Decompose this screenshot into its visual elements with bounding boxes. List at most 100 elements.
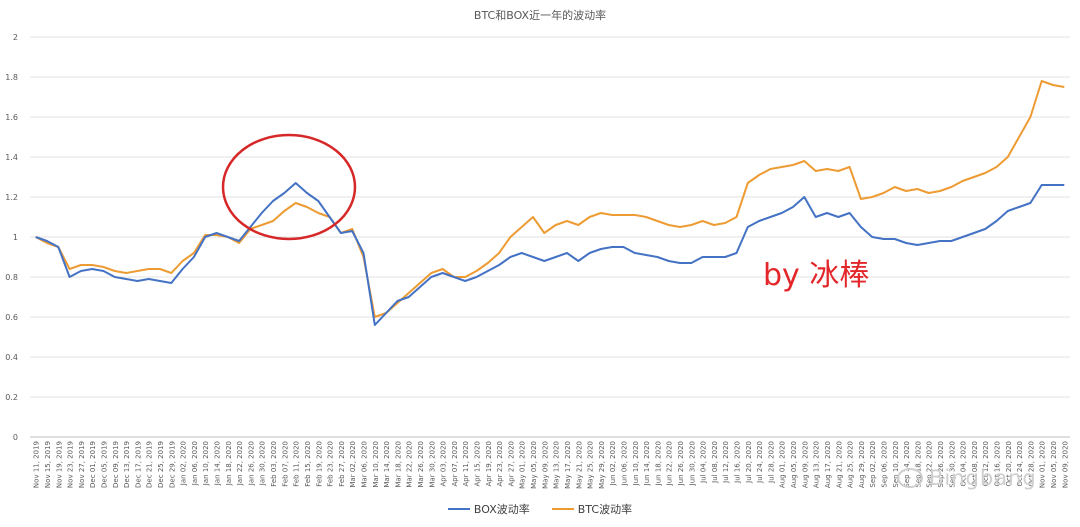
x-tick-label: Jan 26, 2020 (247, 441, 255, 486)
x-tick-label: Sep 18, 2020 (914, 441, 922, 488)
x-tick-label: Nov 15, 2019 (44, 441, 52, 488)
x-tick-label: Feb 03, 2020 (270, 441, 278, 487)
y-tick-label: 0.2 (5, 393, 18, 402)
x-tick-label: Aug 29, 2020 (858, 441, 866, 488)
y-tick-label: 0.8 (5, 273, 18, 282)
x-tick-label: Jan 30, 2020 (259, 441, 267, 486)
x-tick-label: Jul 08, 2020 (711, 441, 719, 484)
x-tick-label: Nov 09, 2020 (1061, 441, 1069, 488)
x-tick-label: Oct 12, 2020 (982, 441, 990, 487)
x-tick-label: May 01, 2020 (519, 441, 527, 489)
legend-swatch-box (447, 508, 470, 510)
x-tick-label: Feb 27, 2020 (338, 441, 346, 487)
x-tick-label: Jan 10, 2020 (202, 441, 210, 486)
x-tick-label: Sep 22, 2020 (926, 441, 934, 488)
x-tick-label: Aug 01, 2020 (779, 441, 787, 488)
x-tick-label: Oct 24, 2020 (1016, 441, 1024, 487)
x-tick-label: Feb 11, 2020 (293, 441, 301, 487)
x-tick-label: Apr 19, 2020 (485, 441, 493, 487)
y-tick-label: 0.4 (5, 353, 18, 362)
x-tick-label: Aug 21, 2020 (835, 441, 843, 488)
x-tick-label: Jul 28, 2020 (767, 441, 775, 484)
y-tick-label: 1.2 (5, 193, 18, 202)
x-tick-label: Mar 10, 2020 (372, 441, 380, 488)
x-tick-label: Dec 25, 2019 (157, 441, 165, 488)
x-tick-label: May 13, 2020 (553, 441, 561, 489)
legend-label-box: BOX波动率 (473, 503, 530, 516)
x-tick-label: Jul 24, 2020 (756, 441, 764, 484)
y-tick-label: 2 (13, 33, 18, 42)
y-tick-label: 1.6 (5, 113, 18, 122)
x-tick-label: Feb 07, 2020 (281, 441, 289, 487)
x-tick-label: Sep 14, 2020 (903, 441, 911, 488)
y-axis-ticks: 0 0.2 0.4 0.6 0.8 1 1.2 1.4 1.6 1.8 2 (5, 33, 18, 442)
x-tick-label: May 05, 2020 (530, 441, 538, 489)
x-tick-label: Mar 18, 2020 (394, 441, 402, 488)
x-tick-label: Jun 18, 2020 (654, 441, 662, 486)
x-tick-label: Jun 30, 2020 (688, 441, 696, 486)
x-tick-label: Apr 15, 2020 (474, 441, 482, 487)
author-annotation: by 冰棒 (763, 258, 870, 293)
x-tick-label: Jul 20, 2020 (745, 441, 753, 484)
x-tick-label: Jun 14, 2020 (643, 441, 651, 486)
x-tick-label: Mar 22, 2020 (406, 441, 414, 488)
x-tick-label: Aug 13, 2020 (813, 441, 821, 488)
x-tick-label: Nov 05, 2020 (1050, 441, 1058, 488)
x-tick-label: Mar 06, 2020 (360, 441, 368, 488)
x-tick-label: May 25, 2020 (587, 441, 595, 489)
y-tick-label: 1.8 (5, 73, 18, 82)
y-tick-label: 0 (13, 433, 18, 442)
x-tick-label: Dec 13, 2019 (123, 441, 131, 488)
x-tick-label: Jan 02, 2020 (180, 441, 188, 486)
x-tick-label: Jun 02, 2020 (609, 441, 617, 486)
x-tick-label: Jul 16, 2020 (734, 441, 742, 484)
x-tick-label: Dec 17, 2019 (134, 441, 142, 488)
series-line (35, 80, 1065, 318)
x-tick-label: Mar 02, 2020 (349, 441, 357, 488)
x-tick-label: Oct 28, 2020 (1027, 441, 1035, 487)
x-tick-label: Mar 26, 2020 (417, 441, 425, 488)
legend-item-box: BOX波动率 (447, 501, 530, 517)
highlight-circle (221, 133, 357, 241)
x-tick-label: Aug 25, 2020 (847, 441, 855, 488)
x-tick-label: Jun 26, 2020 (677, 441, 685, 486)
x-tick-label: May 21, 2020 (575, 441, 583, 489)
x-tick-label: Jun 06, 2020 (620, 441, 628, 486)
x-tick-label: May 09, 2020 (541, 441, 549, 489)
grid-lines (30, 36, 1070, 438)
x-tick-label: Oct 20, 2020 (1005, 441, 1013, 487)
x-tick-label: Nov 23, 2019 (67, 441, 75, 488)
series-line (35, 182, 1065, 326)
x-axis-ticks: Nov 11, 2019 Nov 15, 2019 Nov 19, 2019 Nov … (33, 441, 1070, 489)
x-tick-label: Jan 14, 2020 (214, 441, 222, 486)
x-tick-label: Nov 01, 2020 (1039, 441, 1047, 488)
x-tick-label: Sep 06, 2020 (880, 441, 888, 488)
x-tick-label: Feb 23, 2020 (327, 441, 335, 487)
x-tick-label: Apr 23, 2020 (496, 441, 504, 487)
x-tick-label: Mar 30, 2020 (428, 441, 436, 488)
y-tick-label: 1 (13, 233, 18, 242)
x-tick-label: Sep 26, 2020 (937, 441, 945, 488)
legend-label-btc: BTC波动率 (577, 503, 633, 516)
x-tick-label: Jul 04, 2020 (700, 441, 708, 484)
x-tick-label: May 29, 2020 (598, 441, 606, 489)
x-tick-label: Mar 14, 2020 (383, 441, 391, 488)
x-tick-label: Apr 27, 2020 (507, 441, 515, 487)
x-tick-label: Jan 18, 2020 (225, 441, 233, 486)
x-tick-label: Oct 08, 2020 (971, 441, 979, 487)
x-tick-label: Oct 16, 2020 (994, 441, 1002, 487)
x-tick-label: Aug 05, 2020 (790, 441, 798, 488)
x-tick-label: Aug 09, 2020 (801, 441, 809, 488)
x-tick-label: Dec 05, 2019 (100, 441, 108, 488)
x-tick-label: Nov 19, 2019 (55, 441, 63, 488)
x-tick-label: Nov 27, 2019 (78, 441, 86, 488)
series-lines (35, 80, 1065, 326)
watermark-text: Bingbang (929, 466, 1037, 490)
chart-title: BTC和BOX近一年的波动率 (473, 9, 607, 22)
x-tick-label: Aug 17, 2020 (824, 441, 832, 488)
x-tick-label: Dec 21, 2019 (146, 441, 154, 488)
x-tick-label: Dec 09, 2019 (112, 441, 120, 488)
x-tick-label: May 17, 2020 (564, 441, 572, 489)
